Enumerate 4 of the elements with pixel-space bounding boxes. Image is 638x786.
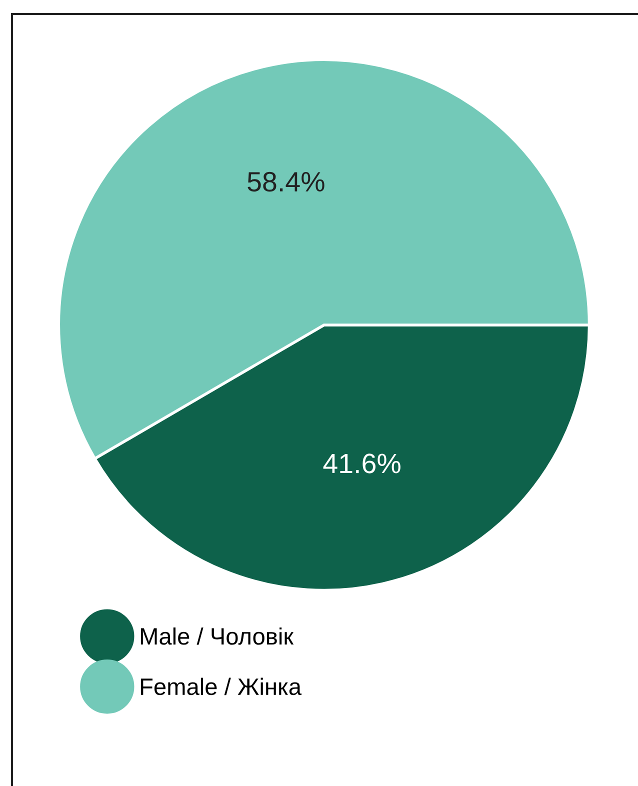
data-label: 58.4% [248, 172, 324, 192]
legend-label: Female / Жінка [140, 678, 302, 696]
data-label: 41.6% [323, 454, 400, 474]
legend-label: Male / Чоловік [140, 627, 294, 645]
